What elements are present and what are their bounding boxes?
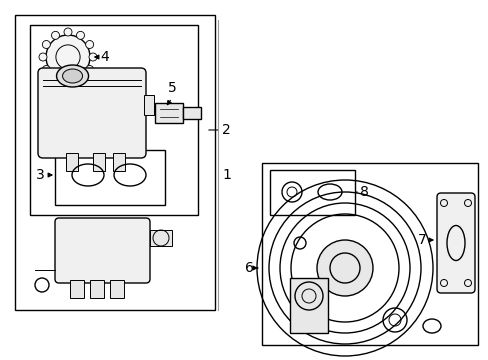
- Text: 7: 7: [417, 233, 426, 247]
- Bar: [183, 107, 201, 119]
- Circle shape: [85, 40, 94, 49]
- Circle shape: [85, 66, 94, 73]
- FancyBboxPatch shape: [436, 193, 474, 293]
- Circle shape: [42, 66, 50, 73]
- Bar: [93, 153, 105, 171]
- Bar: [262, 163, 477, 345]
- Bar: [155, 103, 183, 123]
- Circle shape: [64, 78, 72, 86]
- Bar: [289, 278, 327, 333]
- Circle shape: [316, 240, 372, 296]
- Bar: [30, 25, 198, 215]
- Text: 5: 5: [167, 81, 176, 95]
- Bar: [55, 150, 164, 205]
- Text: 4: 4: [100, 50, 108, 64]
- Text: 2: 2: [222, 123, 230, 137]
- Bar: [150, 230, 172, 246]
- Bar: [110, 280, 124, 298]
- Circle shape: [51, 75, 60, 83]
- Text: 3: 3: [36, 168, 45, 182]
- Circle shape: [76, 75, 84, 83]
- Bar: [70, 280, 84, 298]
- Bar: [269, 170, 354, 215]
- Circle shape: [64, 28, 72, 36]
- Circle shape: [46, 35, 90, 79]
- Circle shape: [39, 53, 47, 61]
- Circle shape: [89, 53, 97, 61]
- Ellipse shape: [62, 69, 82, 83]
- Ellipse shape: [57, 65, 88, 87]
- Bar: [15, 15, 215, 310]
- FancyBboxPatch shape: [38, 68, 146, 158]
- Text: 8: 8: [359, 185, 368, 199]
- FancyBboxPatch shape: [55, 218, 150, 283]
- Circle shape: [76, 31, 84, 39]
- Circle shape: [42, 40, 50, 49]
- Bar: [143, 95, 154, 115]
- Text: 1: 1: [222, 168, 230, 182]
- Bar: [113, 153, 125, 171]
- Circle shape: [51, 31, 60, 39]
- Bar: [66, 153, 78, 171]
- Text: 6: 6: [244, 261, 253, 275]
- Bar: [90, 280, 104, 298]
